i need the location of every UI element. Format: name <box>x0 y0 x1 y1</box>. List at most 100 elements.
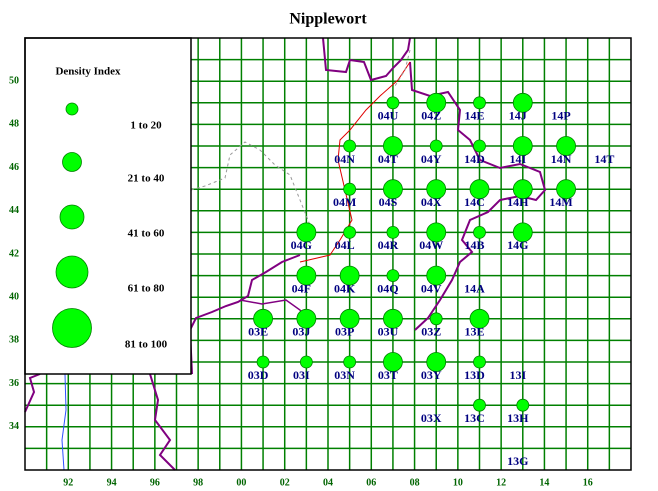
x-tick-label: 08 <box>410 477 420 488</box>
density-marker <box>296 265 317 286</box>
density-marker <box>473 398 486 412</box>
square-label: 14B <box>464 238 484 252</box>
density-marker <box>473 96 486 110</box>
density-marker <box>512 136 533 156</box>
density-marker <box>512 222 533 243</box>
square-label: 03Z <box>421 325 441 339</box>
boundary <box>188 254 301 375</box>
density-marker <box>556 136 576 156</box>
x-tick-label: 02 <box>280 477 290 488</box>
square-label: 04Q <box>377 281 398 295</box>
legend-symbol <box>65 102 79 116</box>
boundaries <box>24 37 547 471</box>
square-label: 03P <box>335 325 354 339</box>
y-tick-label: 38 <box>9 335 19 346</box>
boundary <box>409 61 547 331</box>
square-label: 04W <box>419 238 443 252</box>
square-label: 03U <box>378 325 399 339</box>
square-label: 14E <box>464 109 484 123</box>
square-label: 13G <box>507 454 528 468</box>
square-label: 04Z <box>421 109 441 123</box>
legend-box <box>24 37 192 375</box>
square-label: 13D <box>464 368 485 382</box>
density-marker <box>383 179 403 200</box>
legend-symbol <box>59 204 85 230</box>
square-label: 04G <box>291 238 312 252</box>
x-tick-label: 00 <box>236 477 246 488</box>
square-label: 04U <box>378 109 399 123</box>
density-marker <box>469 308 490 329</box>
square-label: 14G <box>507 238 528 252</box>
y-tick-label: 50 <box>9 75 19 86</box>
density-marker <box>426 265 447 286</box>
x-tick-label: 94 <box>107 477 117 488</box>
square-label: 14J <box>509 109 527 123</box>
y-tick-label: 36 <box>9 378 19 389</box>
square-label: 14A <box>464 281 485 295</box>
density-marker <box>426 92 447 113</box>
density-marker <box>426 179 447 200</box>
square-label: 03I <box>293 368 310 382</box>
boundary <box>322 37 411 82</box>
square-label: 14H <box>507 195 529 209</box>
density-marker <box>343 225 357 239</box>
boundary <box>149 373 176 471</box>
legend-label: 21 to 40 <box>128 173 165 185</box>
y-tick-label: 42 <box>9 248 19 259</box>
square-label: 14I <box>509 152 526 166</box>
square-label: 14M <box>549 195 572 209</box>
x-tick-label: 10 <box>453 477 463 488</box>
y-tick-label: 46 <box>9 162 19 173</box>
boundary <box>24 373 41 413</box>
legend-symbol <box>62 152 82 172</box>
square-label: 03T <box>378 368 398 382</box>
density-marker <box>383 352 403 372</box>
y-tick-label: 40 <box>9 291 19 302</box>
density-marker <box>429 139 443 153</box>
square-label: 14C <box>464 195 485 209</box>
squares: 04U 04Z 14E 14J 14P 04N 04T 04Y 14D 14I 14N 14T 04M 0… <box>248 92 614 468</box>
square-label: 04L <box>335 238 355 252</box>
legend-label: 41 to 60 <box>128 228 165 240</box>
legend-label: 81 to 100 <box>125 339 168 351</box>
density-marker <box>426 352 447 372</box>
density-marker <box>339 308 360 329</box>
path <box>190 141 311 226</box>
square-label: 04K <box>334 281 356 295</box>
density-marker <box>469 179 490 200</box>
y-tick-label: 34 <box>9 421 19 432</box>
density-marker <box>473 355 486 369</box>
square-label: 03Y <box>421 368 442 382</box>
density-marker <box>383 136 403 156</box>
legend-label: 1 to 20 <box>130 120 162 132</box>
x-tick-label: 14 <box>539 477 549 488</box>
density-marker <box>253 308 273 329</box>
x-tick-label: 06 <box>366 477 376 488</box>
y-tick-label: 48 <box>9 119 19 130</box>
square-label: 03X <box>421 411 442 425</box>
square-label: 04V <box>421 281 442 295</box>
legend-symbol <box>52 308 92 348</box>
square-label: 04N <box>334 152 355 166</box>
square-label: 13E <box>464 325 484 339</box>
density-marker <box>473 225 486 239</box>
square-label: 13C <box>464 411 485 425</box>
density-marker <box>429 312 443 326</box>
legend-label: 61 to 80 <box>128 283 165 295</box>
square-label: 13H <box>507 411 529 425</box>
square-label: 04X <box>421 195 442 209</box>
density-marker <box>299 355 313 369</box>
square-label: 13I <box>509 368 526 382</box>
x-tick-label: 92 <box>63 477 73 488</box>
path <box>394 49 411 87</box>
density-marker <box>426 222 447 243</box>
density-marker <box>256 355 270 369</box>
density-marker <box>386 96 400 110</box>
square-label: 03J <box>292 325 310 339</box>
square-label: 03N <box>334 368 355 382</box>
x-tick-label: 16 <box>583 477 593 488</box>
x-tick-label: 98 <box>193 477 203 488</box>
square-label: 14P <box>551 109 570 123</box>
square-label: 04T <box>378 152 398 166</box>
